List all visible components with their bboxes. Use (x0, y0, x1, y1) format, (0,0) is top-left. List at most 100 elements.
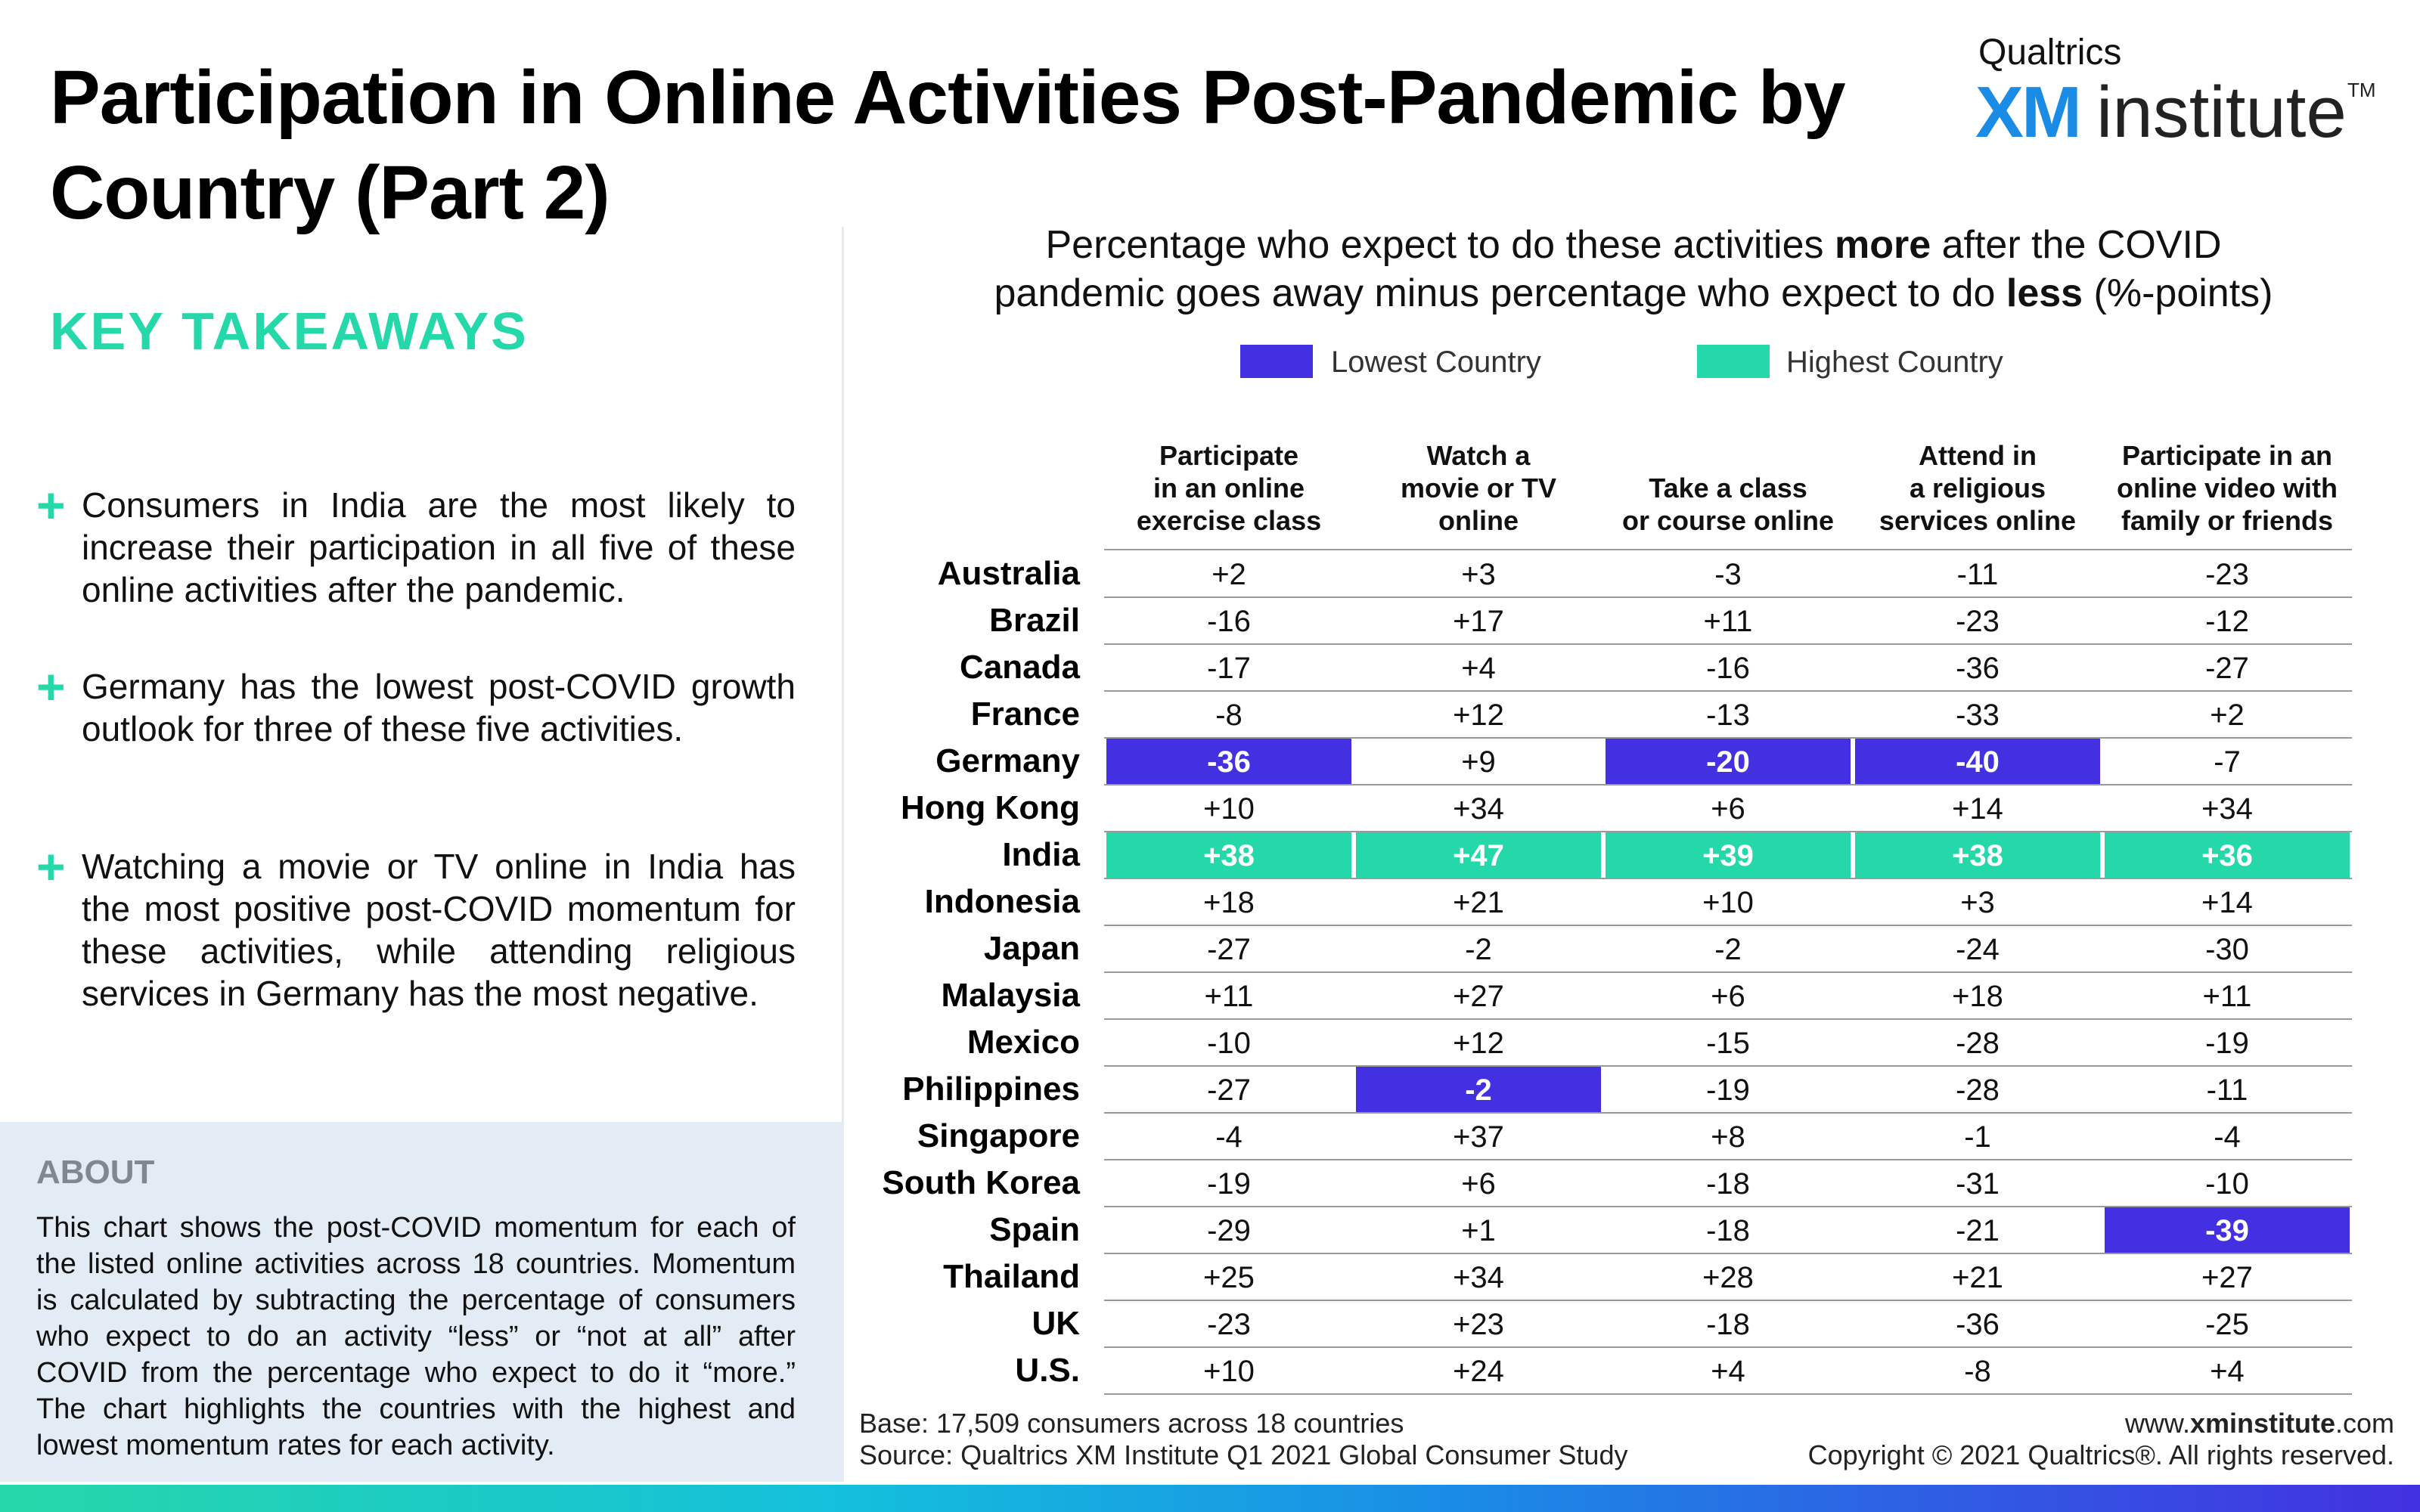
table-cell-value: -25 (2205, 1308, 2249, 1341)
table-cell-value: +4 (1711, 1355, 1745, 1388)
table-cell-value: +36 (2105, 832, 2350, 878)
table-cell-value: -27 (2205, 652, 2249, 685)
footer-credits: www.xminstitute.com Copyright © 2021 Qua… (1808, 1408, 2394, 1471)
table-cell-value: -29 (1207, 1214, 1251, 1247)
row-label-country: UK (1032, 1305, 1080, 1342)
legend-swatch-lowest (1240, 345, 1313, 378)
footer-copyright: Copyright © 2021 Qualtrics®. All rights … (1807, 1439, 2394, 1470)
table-cell-value: -19 (1207, 1167, 1251, 1201)
row-label-country: India (1002, 836, 1080, 873)
legend-label-lowest: Lowest Country (1331, 345, 1541, 379)
table-cell-value: +9 (1461, 745, 1496, 779)
table-rule (1104, 690, 2352, 692)
column-header-line: or course online (1621, 505, 1835, 536)
table-cell-value: -33 (1956, 699, 2000, 732)
table-cell-value: +38 (1106, 832, 1351, 878)
table-cell-value: -36 (1106, 739, 1351, 784)
footer-url[interactable]: www.xminstitute.com (2124, 1408, 2394, 1439)
bottom-gradient-bar (0, 1485, 2420, 1512)
table-rule (1104, 784, 2352, 785)
column-header-line: online video with (2116, 472, 2338, 503)
plus-icon: + (36, 477, 66, 533)
table-rule (1104, 549, 2352, 550)
brand-qualtrics-label: Qualtrics (1978, 33, 2122, 73)
table-cell-value: +21 (1453, 886, 1504, 919)
table-rule (1104, 1346, 2352, 1348)
table-rule (1104, 1206, 2352, 1207)
footer-notes: Base: 17,509 consumers across 18 countri… (859, 1408, 1627, 1471)
vertical-divider (842, 227, 844, 1482)
table-rule (1104, 878, 2352, 879)
column-header-line: services online (1879, 505, 2077, 536)
row-label-country: U.S. (1015, 1352, 1080, 1389)
table-rule (1104, 831, 2352, 832)
column-header: Watch a movie or TV online (1354, 432, 1603, 537)
table-cell-value: +12 (1453, 699, 1504, 732)
table-rule (1104, 1112, 2352, 1114)
table-cell-value: +24 (1453, 1355, 1504, 1388)
table-cell-value: +6 (1711, 980, 1745, 1013)
table-cell-value: -4 (1215, 1120, 1243, 1154)
column-header-line: Attend in (1919, 440, 2037, 471)
takeaway-text: Watching a movie or TV online in India h… (82, 847, 796, 1013)
row-label-country: Mexico (966, 1024, 1080, 1061)
table-cell-value: +8 (1711, 1120, 1745, 1154)
table-rule (1104, 1253, 2352, 1254)
table-cell-value: -27 (1207, 1074, 1251, 1107)
brand-xm-logo: XM (1975, 72, 2082, 153)
row-label-country: Hong Kong (900, 789, 1080, 826)
legend-swatch-highest (1697, 345, 1770, 378)
brand-trademark: TM (2347, 79, 2376, 101)
table-cell-value: +11 (1204, 980, 1254, 1013)
table-cell-value: -11 (1956, 558, 1999, 591)
table-rule (1104, 1300, 2352, 1301)
table-cell-value: +14 (1952, 792, 2003, 826)
table-cell-value: -8 (1964, 1355, 1991, 1388)
about-panel (0, 1122, 842, 1482)
row-label-country: Canada (960, 649, 1080, 686)
table-cell-value: +27 (2201, 1261, 2253, 1294)
table-cell-value: -18 (1706, 1214, 1750, 1247)
table-cell-value: -2 (1356, 1067, 1601, 1112)
table-cell-value: -36 (1956, 652, 2000, 685)
table-cell-value: +18 (1952, 980, 2003, 1013)
table-cell-value: -15 (1706, 1027, 1750, 1060)
table-cell-value: -20 (1606, 739, 1851, 784)
table-cell-value: -28 (1956, 1027, 2000, 1060)
column-header: Take a class or course online (1603, 432, 1853, 537)
table-cell-value: -16 (1207, 605, 1251, 638)
table-cell-value: -19 (2205, 1027, 2249, 1060)
about-title: ABOUT (36, 1154, 155, 1191)
table-cell-value: +37 (1453, 1120, 1504, 1154)
table-cell-value: -3 (1714, 558, 1742, 591)
table-cell-value: +4 (1461, 652, 1496, 685)
table-cell-value: +10 (1702, 886, 1754, 919)
table-cell-value: -11 (2206, 1074, 2248, 1107)
takeaway-text: Germany has the lowest post-COVID growth… (82, 667, 796, 748)
table-cell-value: -30 (2205, 933, 2249, 966)
column-header: Participate in an online exercise class (1104, 432, 1354, 537)
table-cell-value: +11 (2202, 980, 2252, 1013)
table-rule (1104, 1018, 2352, 1020)
footer-base: Base: 17,509 consumers across 18 countri… (859, 1408, 1404, 1439)
table-cell-value: -1 (1964, 1120, 1991, 1154)
table-cell-value: -10 (2205, 1167, 2249, 1201)
subtitle-line-1: Percentage who expect to do these activi… (1045, 223, 2222, 267)
row-label-country: Malaysia (941, 977, 1080, 1014)
table-cell-value: -13 (1706, 699, 1750, 732)
row-label-country: Australia (937, 555, 1080, 592)
table-cell-value: -21 (1956, 1214, 2000, 1247)
row-label-country: Germany (935, 742, 1080, 779)
column-header-line: online (1438, 505, 1519, 536)
table-cell-value: -24 (1956, 933, 2000, 966)
row-label-country: Thailand (943, 1258, 1080, 1295)
page-title: Participation in Online Activities Post-… (50, 55, 1846, 235)
table-cell-value: -17 (1207, 652, 1251, 685)
table-cell-value: +12 (1453, 1027, 1504, 1060)
column-header: Participate in an online video with family… (2102, 432, 2352, 537)
table-rule (1104, 643, 2352, 645)
table-cell-value: +34 (2201, 792, 2253, 826)
table-cell-value: +3 (1960, 886, 1995, 919)
table-cell-value: +6 (1711, 792, 1745, 826)
table-cell-value: +10 (1203, 792, 1255, 826)
